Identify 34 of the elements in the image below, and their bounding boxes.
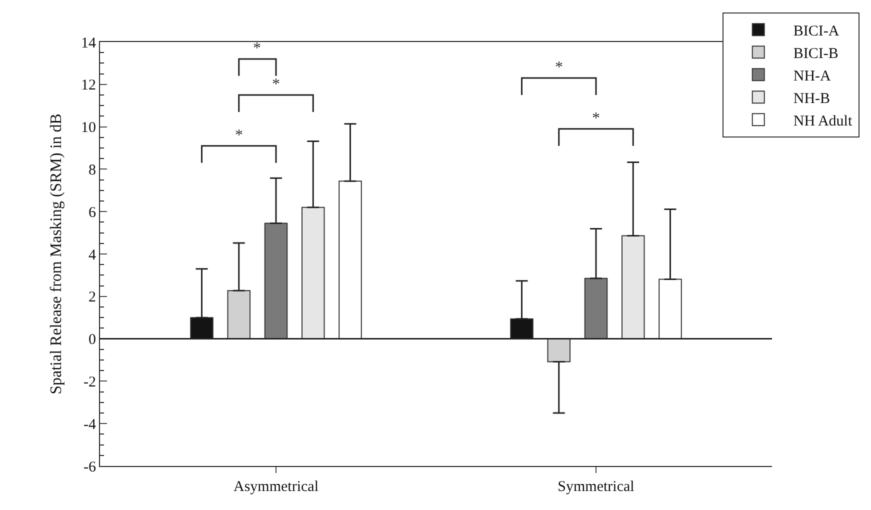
y-tick-label: 0	[88, 332, 96, 348]
legend-label: NH-B	[793, 90, 830, 107]
bar	[621, 235, 645, 340]
legend-label: BICI-A	[793, 23, 840, 40]
y-tick-label: 10	[81, 120, 96, 136]
bar	[658, 278, 682, 340]
annotation: *	[555, 59, 563, 76]
y-tick-label: -4	[84, 416, 96, 433]
bar	[264, 222, 288, 340]
bar	[338, 180, 362, 340]
bar	[547, 338, 571, 362]
annotation: *	[235, 127, 243, 144]
bar	[584, 278, 608, 340]
y-tick-label: 4	[88, 247, 96, 264]
y-axis-title: Spatial Release from Masking (SRM) in dB	[48, 114, 65, 394]
legend-label: NH Adult	[793, 113, 853, 130]
bar	[510, 318, 534, 340]
y-tick-label: 8	[88, 162, 96, 178]
y-tick-label: 6	[88, 204, 96, 221]
bar	[227, 290, 251, 340]
y-tick-label: 12	[81, 78, 96, 94]
annotation: *	[592, 110, 600, 127]
y-tick-label: 14	[81, 35, 96, 52]
y-tick-label: -2	[84, 374, 96, 390]
annotation: *	[253, 40, 261, 57]
bar	[301, 206, 325, 340]
x-tick-label: Symmetrical	[558, 479, 634, 495]
y-tick-label: -6	[84, 459, 96, 476]
legend-label: BICI-B	[793, 46, 838, 62]
x-tick-label: Asymmetrical	[234, 479, 318, 495]
bar	[190, 317, 214, 340]
annotation: *	[272, 76, 280, 93]
y-tick-label: 2	[88, 290, 96, 306]
legend-label: NH-A	[793, 68, 832, 84]
